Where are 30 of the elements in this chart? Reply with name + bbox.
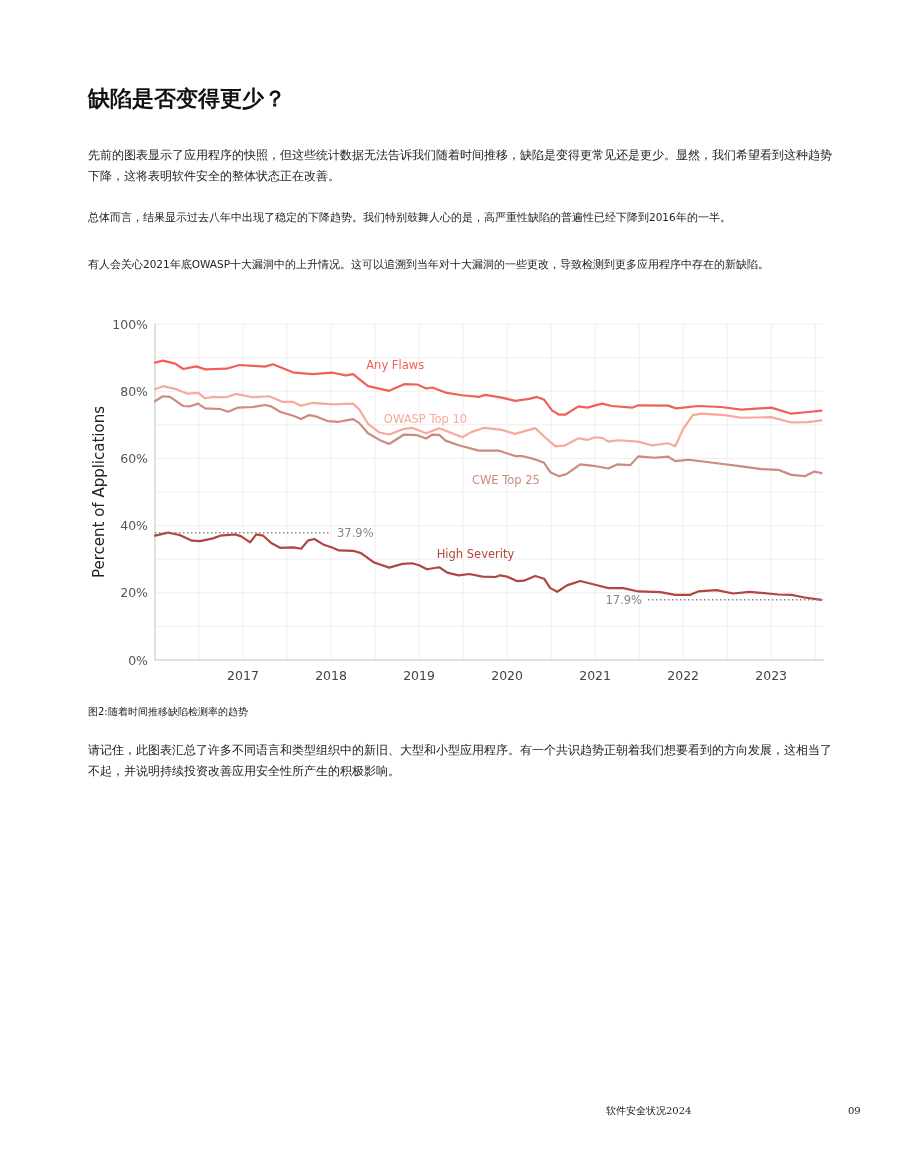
text: 软件安全状况2024 — [606, 1104, 693, 1118]
y-tick-label: 20% — [120, 585, 149, 601]
series-label: OWASP Top 10 — [383, 412, 468, 427]
x-tick-label: 2022 — [667, 668, 700, 683]
x-tick-label: 2023 — [755, 668, 788, 683]
ref-line-label: 37.9% — [337, 525, 374, 540]
chart-subtitle: 先前的图表显示了应用程序的快照，但这些统计数据无法告诉我们随着时间推移，缺陷是变得更常见还是更少。显然，我们希望看到这种趋势下降，这将表明软件安全的整体状态正在改善。 — [88, 147, 833, 185]
text: 总体而言，结果显示过去八年中出现了稳定的下降趋势。我们特别鼓舞人心的是，高严重性缺陷的普遍性已经下降到2016年的一半。 — [88, 210, 732, 225]
x-tick-label: 2020 — [491, 668, 524, 683]
text: 有人会关心2021年底OWASP十大漏洞中的上升情况。这可以追溯到当年对十大漏洞的一些更改，导致检测到更多应用程序中存在的新缺陷。 — [88, 257, 770, 272]
series-label: High Severity — [436, 546, 515, 561]
caption: 图2:随着时间推移缺陷检测率的趋势 — [88, 705, 249, 719]
ref-line-label: 17.9% — [605, 592, 643, 607]
chart-title: 缺陷是否变得更少？ — [88, 85, 286, 113]
y-tick-label: 80% — [120, 383, 149, 399]
line-series — [153, 359, 823, 416]
y-tick-label: 60% — [120, 450, 149, 466]
y-axis-title: Percent of Applications — [90, 405, 108, 579]
series-label: CWE Top 25 — [471, 472, 540, 487]
x-tick-label: 2021 — [579, 668, 612, 683]
series-label: Any Flaws — [366, 358, 425, 373]
x-tick-label: 2019 — [403, 668, 436, 683]
text: 请记住，此图表汇总了许多不同语言和类型组织中的新旧、大型和小型应用程序。有一个共识趋势正朝着我们想要看到的方向发展，这相当了不起，并说明持续投资改善应用安全性所产生的积极影响。 — [88, 742, 833, 780]
x-tick-label: 2018 — [315, 668, 348, 683]
line-series — [153, 385, 823, 448]
y-tick-label: 100% — [112, 316, 149, 332]
x-tick-label: 2017 — [227, 668, 259, 683]
text: 09 — [848, 1104, 862, 1118]
y-tick-label: 0% — [128, 652, 149, 668]
y-tick-label: 40% — [120, 518, 149, 534]
